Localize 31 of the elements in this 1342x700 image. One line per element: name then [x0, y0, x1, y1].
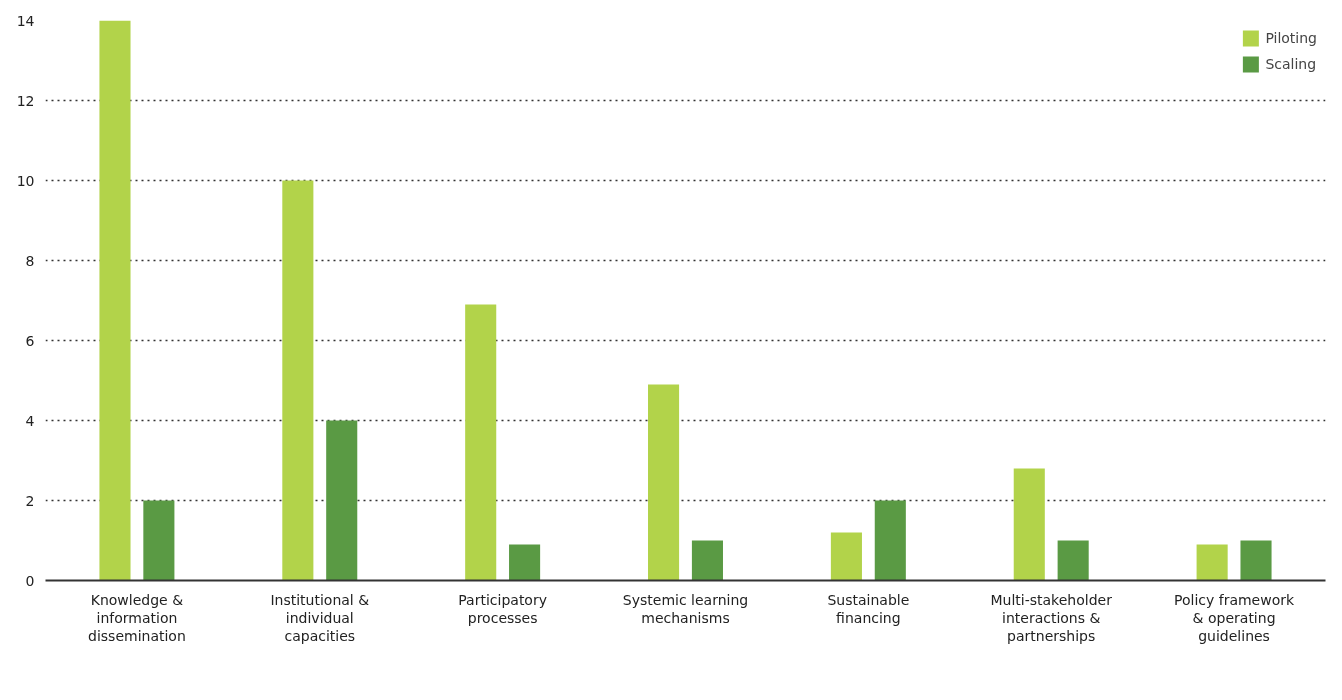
y-tick-label: 12 — [16, 92, 35, 109]
bar — [282, 180, 314, 581]
legend-label: Scaling — [1265, 56, 1317, 72]
bar — [1196, 544, 1228, 581]
x-tick-label: Participatory processes — [458, 591, 547, 626]
bar — [99, 20, 131, 581]
bar — [874, 500, 906, 581]
bar — [648, 384, 680, 581]
bar — [509, 544, 541, 581]
y-tick-label: 2 — [25, 492, 35, 509]
x-tick-label: Systemic learning mechanisms — [622, 591, 749, 626]
bar — [691, 540, 723, 581]
y-tick-label: 4 — [25, 412, 35, 429]
bar — [1240, 540, 1272, 581]
x-tick-label: Institutional & individual capacities — [270, 591, 370, 645]
y-tick-label: 14 — [16, 12, 35, 29]
y-tick-label: 6 — [25, 332, 35, 349]
x-tick-label: Knowledge & information dissemination — [88, 591, 186, 645]
bar — [1013, 468, 1045, 581]
legend-label: Piloting — [1265, 30, 1317, 46]
bar — [143, 500, 175, 581]
y-tick-label: 8 — [25, 252, 35, 269]
bar — [830, 532, 862, 581]
bar — [465, 304, 497, 581]
x-tick-label: Multi-stakeholder interactions & partnerships — [990, 591, 1113, 645]
bar — [326, 420, 358, 581]
x-tick-label: Policy framework & operating guidelines — [1174, 591, 1296, 645]
bar — [1057, 540, 1089, 581]
y-tick-label: 10 — [16, 172, 35, 189]
x-tick-label: Sustainable financing — [827, 591, 910, 626]
y-tick-label: 0 — [25, 572, 35, 589]
